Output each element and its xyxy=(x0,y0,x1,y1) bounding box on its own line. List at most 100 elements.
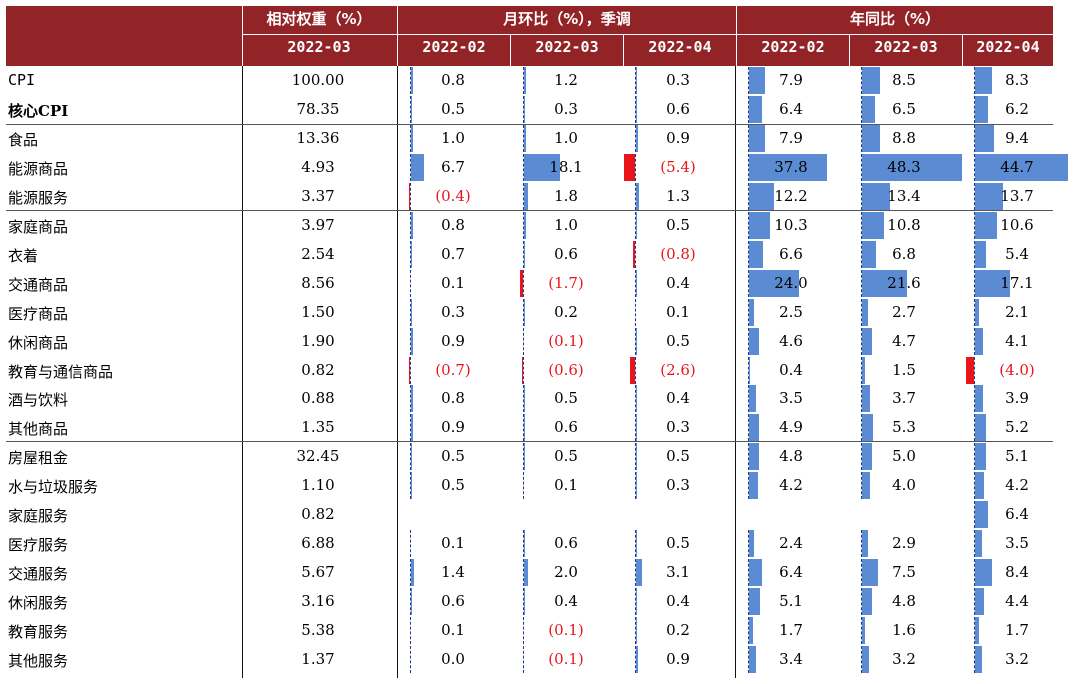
weight-value: 0.88 xyxy=(301,389,335,408)
row-label: 交通商品 xyxy=(8,275,69,294)
yoy-value: 3.2 xyxy=(1005,650,1029,668)
yoy-value: 10.8 xyxy=(887,215,921,234)
yoy-value: 2.7 xyxy=(892,302,916,321)
yoy-value: 7.9 xyxy=(779,71,803,89)
yoy-value: 8.3 xyxy=(1005,71,1029,89)
yoy-bar xyxy=(862,182,890,210)
yoy-bar xyxy=(749,443,759,471)
mom-bar xyxy=(411,385,413,413)
yoy-value: 3.7 xyxy=(892,389,916,408)
yoy-value: 3.5 xyxy=(779,389,803,408)
yoy-bar xyxy=(749,67,766,94)
mom-value: 0.5 xyxy=(441,447,465,466)
mom-value: 1.0 xyxy=(441,128,465,147)
yoy-axis xyxy=(974,298,975,326)
yoy-value: 1.5 xyxy=(892,360,916,379)
yoy-bar xyxy=(975,182,1004,210)
yoy-bar xyxy=(975,501,989,529)
header-divider xyxy=(849,34,850,66)
yoy-axis xyxy=(861,327,862,355)
yoy-bar xyxy=(862,472,871,500)
mom-bar xyxy=(524,443,525,471)
yoy-axis xyxy=(861,443,862,471)
yoy-value: 6.5 xyxy=(892,99,916,118)
yoy-value: 8.8 xyxy=(892,128,916,147)
header-divider xyxy=(736,6,737,66)
yoy-bar xyxy=(749,240,763,268)
yoy-value: 6.4 xyxy=(779,99,803,118)
yoy-axis xyxy=(861,298,862,326)
weight-value: 13.36 xyxy=(296,128,340,147)
mom-bar xyxy=(524,67,527,94)
mom-bar xyxy=(636,269,637,297)
weight-period: 2022-03 xyxy=(287,38,351,56)
mom-axis xyxy=(635,414,636,442)
yoy-axis xyxy=(974,646,975,673)
mom-bar xyxy=(524,559,528,587)
yoy-bar xyxy=(862,414,873,442)
mom-axis xyxy=(635,298,636,326)
weight-value: 1.50 xyxy=(301,302,335,321)
yoy-bar xyxy=(749,269,799,297)
yoy-bar xyxy=(975,646,982,673)
mom-value: 0.6 xyxy=(666,99,690,118)
yoy-axis xyxy=(861,617,862,645)
yoy-axis xyxy=(974,443,975,471)
mom-value: 0.9 xyxy=(666,128,690,147)
yoy-bar xyxy=(749,327,759,355)
yoy-axis xyxy=(861,182,862,210)
yoy-axis xyxy=(974,356,975,384)
yoy-axis xyxy=(748,269,749,297)
yoy-bar xyxy=(749,559,763,587)
header-divider xyxy=(397,6,398,66)
yoy-axis xyxy=(861,67,862,94)
mom-bar xyxy=(636,559,643,587)
yoy-bar xyxy=(975,327,984,355)
mom-value: 1.2 xyxy=(554,71,578,89)
mom-axis xyxy=(410,182,411,210)
yoy-value: 6.2 xyxy=(1005,99,1029,118)
yoy-bar xyxy=(975,559,993,587)
weight-title: 相对权重（%） xyxy=(266,10,372,28)
mom-value: 0.5 xyxy=(666,447,690,466)
yoy-bar xyxy=(749,211,771,239)
yoy-value: 2.9 xyxy=(892,534,916,553)
mom-axis xyxy=(635,530,636,558)
mom-bar xyxy=(524,240,526,268)
mom-axis xyxy=(410,646,411,673)
mom-value: 1.8 xyxy=(554,186,578,205)
mom-axis xyxy=(523,153,524,181)
yoy-period-3: 2022-04 xyxy=(976,38,1040,56)
mom-axis xyxy=(410,240,411,268)
mom-value: (0.1) xyxy=(548,650,584,668)
mom-bar xyxy=(524,414,526,442)
mom-value: 0.2 xyxy=(666,621,690,640)
yoy-value: 4.4 xyxy=(1005,592,1029,611)
yoy-axis xyxy=(861,124,862,152)
mom-value: 0.3 xyxy=(554,99,578,118)
mom-value: 0.2 xyxy=(554,302,578,321)
mom-value: 0.8 xyxy=(441,215,465,234)
yoy-value: 6.4 xyxy=(1005,505,1029,524)
mom-axis xyxy=(410,530,411,558)
weight-value: 1.37 xyxy=(301,650,335,668)
yoy-axis xyxy=(748,95,749,123)
yoy-axis xyxy=(748,124,749,152)
mom-bar xyxy=(411,298,412,326)
yoy-value: 1.6 xyxy=(892,621,916,640)
yoy-value: 13.4 xyxy=(887,186,921,205)
mom-value: (0.1) xyxy=(548,331,584,350)
mom-axis xyxy=(523,240,524,268)
yoy-bar xyxy=(749,530,754,558)
mom-value: 0.4 xyxy=(666,592,690,611)
yoy-axis xyxy=(748,443,749,471)
mom-value: 0.3 xyxy=(441,302,465,321)
mom-axis xyxy=(635,327,636,355)
yoy-bar xyxy=(862,443,873,471)
mom-value: 0.1 xyxy=(441,273,465,292)
yoy-value: 5.1 xyxy=(1005,447,1029,466)
mom-axis xyxy=(410,124,411,152)
mom-bar xyxy=(624,153,635,181)
yoy-value: 5.2 xyxy=(1005,418,1029,437)
mom-value: 2.0 xyxy=(554,563,578,582)
